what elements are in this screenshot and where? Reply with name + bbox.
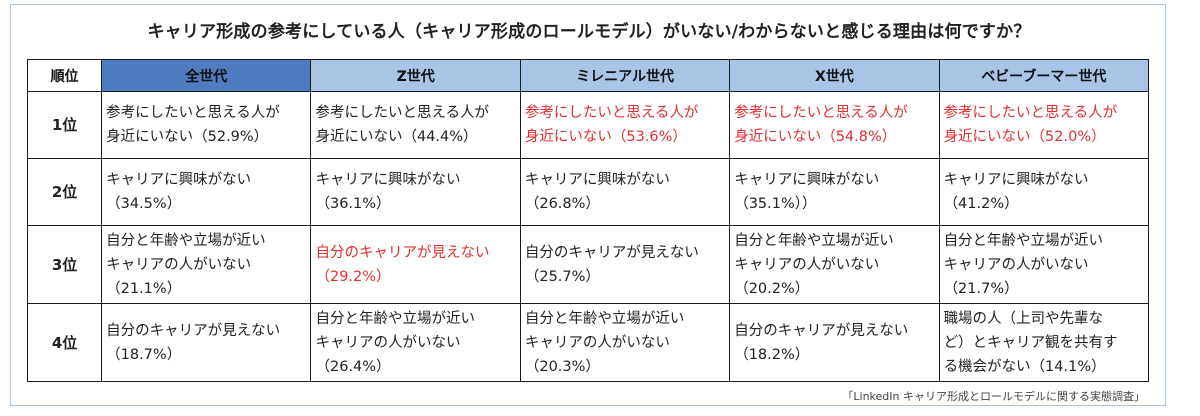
cell-text-line: る機会がない（14.1%） <box>943 358 1106 375</box>
cell-gen-z: 自分と年齢や立場が近い キャリアの人がいない （26.4%） <box>310 303 521 382</box>
cell-all-generations: 自分のキャリアが見えない （18.7%） <box>101 303 312 382</box>
cell-text-line: 自分のキャリアが見えない <box>106 322 281 339</box>
cell-gen-z: 自分のキャリアが見えない （29.2%） <box>310 225 521 304</box>
cell-all-generations: 参考にしたいと思える人が 身近にいない（52.9%） <box>101 91 312 159</box>
cell-text-line: キャリアに興味がない <box>315 172 461 188</box>
cell-text-line: 自分と年齢や立場が近い <box>315 310 475 327</box>
cell-text-line: （35.1%）） <box>734 196 817 212</box>
cell-text-line: 自分と年齢や立場が近い <box>524 310 685 327</box>
cell-text-line: キャリアの人がいない <box>943 256 1089 273</box>
cell-text-line: キャリアに興味がない <box>943 172 1089 188</box>
cell-gen-x: 参考にしたいと思える人が 身近にいない（54.8%） <box>729 91 940 159</box>
cell-text-line: キャリアの人がいない <box>734 256 880 273</box>
cell-text-line: ど）とキャリア観を共有す <box>943 334 1118 351</box>
cell-baby-boomer: 自分と年齢や立場が近い キャリアの人がいない （21.7%） <box>938 225 1150 304</box>
cell-text-line: 身近にいない（52.9%） <box>106 129 269 145</box>
cell-text-line: キャリアに興味がない <box>106 172 252 188</box>
cell-text-line: 自分と年齢や立場が近い <box>943 232 1104 249</box>
cell-text-line: （34.5%） <box>106 196 182 212</box>
cell-gen-x: 自分と年齢や立場が近い キャリアの人がいない （20.2%） <box>729 225 940 304</box>
cell-text-line: キャリアに興味がない <box>524 172 670 188</box>
cell-text-line: キャリアに興味がない <box>734 172 880 188</box>
cell-all-generations: 自分と年齢や立場が近い キャリアの人がいない （21.1%） <box>101 225 312 304</box>
cell-text-line: （21.1%） <box>106 280 182 297</box>
cell-text-line: 自分のキャリアが見えない <box>315 244 490 261</box>
cell-text-line: （18.2%） <box>734 346 810 363</box>
cell-text-line: （29.2%） <box>315 268 391 285</box>
header-rank: 順位 <box>26 59 103 92</box>
cell-text-line: 自分と年齢や立場が近い <box>106 232 266 249</box>
cell-millennial: 自分と年齢や立場が近い キャリアの人がいない （20.3%） <box>519 303 731 382</box>
cell-gen-z: キャリアに興味がない （36.1%） <box>310 158 521 226</box>
rank-cell: 3位 <box>26 225 103 304</box>
cell-millennial: 自分のキャリアが見えない （25.7%） <box>519 225 731 304</box>
cell-text-line: （36.1%） <box>315 196 391 212</box>
cell-gen-x: 自分のキャリアが見えない （18.2%） <box>729 303 940 382</box>
cell-text-line: 自分のキャリアが見えない <box>524 244 699 261</box>
cell-text-line: 自分のキャリアが見えない <box>734 322 909 339</box>
table-row: 2位 キャリアに興味がない （34.5%） キャリアに興味がない （36.1%） キャリア… <box>26 158 1150 226</box>
cell-text-line: 参考にしたいと思える人が <box>524 105 699 121</box>
cell-all-generations: キャリアに興味がない （34.5%） <box>101 158 312 226</box>
cell-text-line: 職場の人（上司や先輩な <box>943 310 1104 327</box>
cell-text-line: 自分と年齢や立場が近い <box>734 232 894 249</box>
cell-millennial: キャリアに興味がない （26.8%） <box>519 158 731 226</box>
ranking-table: 順位 全世代 Z世代 ミレニアル世代 X世代 ベビーブーマー世代 1位 参考にした… <box>26 59 1150 382</box>
cell-gen-x: キャリアに興味がない （35.1%）） <box>729 158 940 226</box>
cell-text-line: 参考にしたいと思える人が <box>315 105 490 121</box>
cell-text-line: キャリアの人がいない <box>524 334 670 351</box>
cell-text-line: （26.8%） <box>524 196 600 212</box>
header-all-generations: 全世代 <box>101 59 312 92</box>
cell-text-line: （41.2%） <box>943 196 1019 212</box>
cell-baby-boomer: 参考にしたいと思える人が 身近にいない（52.0%） <box>938 91 1150 159</box>
cell-text-line: キャリアの人がいない <box>315 334 461 351</box>
cell-text-line: （21.7%） <box>943 280 1019 297</box>
cell-text-line: （18.7%） <box>106 346 182 363</box>
cell-text-line: 身近にいない（54.8%） <box>734 129 897 145</box>
table-header-row: 順位 全世代 Z世代 ミレニアル世代 X世代 ベビーブーマー世代 <box>26 59 1150 92</box>
cell-text-line: 身近にいない（53.6%） <box>524 129 687 145</box>
cell-text-line: （20.3%） <box>524 358 600 375</box>
table-row: 4位 自分のキャリアが見えない （18.7%） 自分と年齢や立場が近い キャリアの人がい… <box>26 303 1150 382</box>
cell-text-line: 身近にいない（52.0%） <box>943 129 1106 145</box>
cell-baby-boomer: キャリアに興味がない （41.2%） <box>938 158 1150 226</box>
source-note: 「LinkedIn キャリア形成とロールモデルに関する実態調査」 <box>842 390 1145 403</box>
page-title: キャリア形成の参考にしている人（キャリア形成のロールモデル）がいない/わからない… <box>147 22 1031 42</box>
rank-cell: 1位 <box>26 91 103 159</box>
survey-panel: キャリア形成の参考にしている人（キャリア形成のロールモデル）がいない/わからない… <box>10 4 1166 406</box>
rank-cell: 4位 <box>26 303 103 382</box>
cell-text-line: （25.7%） <box>524 268 600 285</box>
cell-text-line: 参考にしたいと思える人が <box>943 105 1118 121</box>
table-row: 1位 参考にしたいと思える人が 身近にいない（52.9%） 参考にしたいと思える人が身… <box>26 91 1150 159</box>
cell-text-line: （20.2%） <box>734 280 810 297</box>
cell-text-line: 参考にしたいと思える人が <box>106 105 280 121</box>
cell-text-line: 身近にいない（44.4%） <box>315 129 478 145</box>
header-gen-x: X世代 <box>729 59 940 92</box>
cell-baby-boomer: 職場の人（上司や先輩な ど）とキャリア観を共有す る機会がない（14.1%） <box>938 303 1150 382</box>
cell-text-line: （26.4%） <box>315 358 391 375</box>
header-baby-boomer: ベビーブーマー世代 <box>938 59 1150 92</box>
table-row: 3位 自分と年齢や立場が近い キャリアの人がいない （21.1%） 自分のキャリアが見え… <box>26 225 1150 304</box>
header-millennial: ミレニアル世代 <box>519 59 731 92</box>
cell-millennial: 参考にしたいと思える人が 身近にいない（53.6%） <box>519 91 731 159</box>
header-gen-z: Z世代 <box>310 59 521 92</box>
rank-cell: 2位 <box>26 158 103 226</box>
cell-gen-z: 参考にしたいと思える人が 身近にいない（44.4%） <box>310 91 521 159</box>
cell-text-line: 参考にしたいと思える人が <box>734 105 908 121</box>
cell-text-line: キャリアの人がいない <box>106 256 252 273</box>
